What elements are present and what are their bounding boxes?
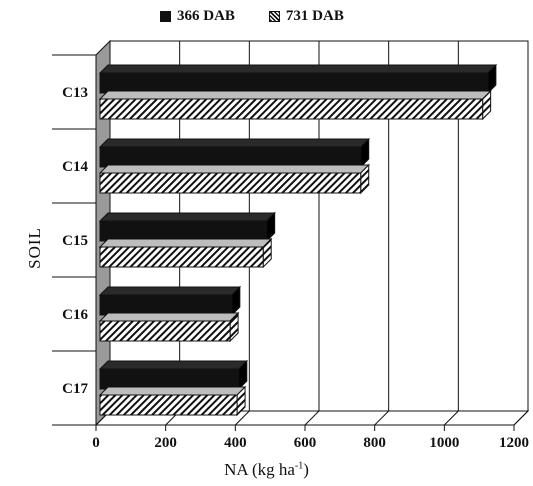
legend-swatch-hatched [268, 11, 280, 22]
bar-top-C17-1 [98, 386, 247, 396]
floor-line [234, 410, 250, 426]
legend-label: 366 DAB [177, 8, 235, 24]
y-tick-label: C16 [62, 307, 88, 323]
bar-C15-366-dab [99, 220, 268, 242]
bar-top-C13-0 [98, 64, 498, 74]
chart-bars [98, 63, 498, 417]
floor-line [374, 410, 390, 426]
bar-C13-366-dab [99, 72, 489, 94]
bar-top-C13-1 [98, 90, 492, 100]
x-tick-label: 0 [92, 435, 100, 451]
y-tick-label: C17 [62, 381, 88, 397]
y-axis-title: SOIL [24, 227, 44, 269]
y-tick-label: C14 [62, 159, 88, 175]
bar-top-C14-1 [98, 164, 370, 174]
floor-line [443, 410, 459, 426]
x-axis-title-text: NA (kg ha [224, 460, 295, 479]
bar-C13-731-dab [99, 98, 484, 120]
legend-swatch-solid [160, 11, 171, 22]
bar-top-C16-1 [98, 312, 240, 322]
bar-C17-731-dab [99, 394, 238, 416]
x-tick-label: 400 [224, 435, 247, 451]
bar-C17-366-dab [99, 368, 240, 390]
chart-axes: C13 C14 C15 C16 C17 0 200 400 600 800 1000 1200 [52, 54, 529, 451]
legend-item-731-dab: 731 DAB [268, 8, 344, 25]
legend-label: 731 DAB [285, 8, 344, 24]
legend-item-366-dab: 366 DAB [160, 8, 235, 25]
bar-C16-366-dab [99, 294, 233, 316]
bar-C15-731-dab [99, 246, 264, 268]
bar-C16-731-dab [99, 320, 231, 342]
x-axis-title: NA (kg ha-1) [0, 460, 533, 480]
x-axis-title-exponent: -1 [294, 460, 304, 472]
y-tick-label: C13 [62, 85, 88, 101]
bar-C14-731-dab [99, 172, 362, 194]
chart-legend: 366 DAB 731 DAB [160, 8, 344, 25]
x-tick-label: 1000 [429, 435, 459, 451]
bar-top-C17-0 [98, 360, 249, 370]
bar-top-C15-1 [98, 238, 273, 248]
x-tick-label: 600 [294, 435, 317, 451]
bar-C14-366-dab [99, 146, 362, 168]
y-tick-label: C15 [62, 233, 88, 249]
x-tick-label: 200 [154, 435, 177, 451]
bar-top-C16-0 [98, 286, 242, 296]
x-tick-label: 1200 [499, 435, 529, 451]
floor-line [304, 410, 320, 426]
bar-top-C15-0 [98, 212, 276, 222]
floor-line [513, 410, 529, 426]
x-axis-title-close: ) [303, 460, 309, 479]
x-tick-label: 800 [363, 435, 386, 451]
bar-top-C14-0 [98, 138, 370, 148]
